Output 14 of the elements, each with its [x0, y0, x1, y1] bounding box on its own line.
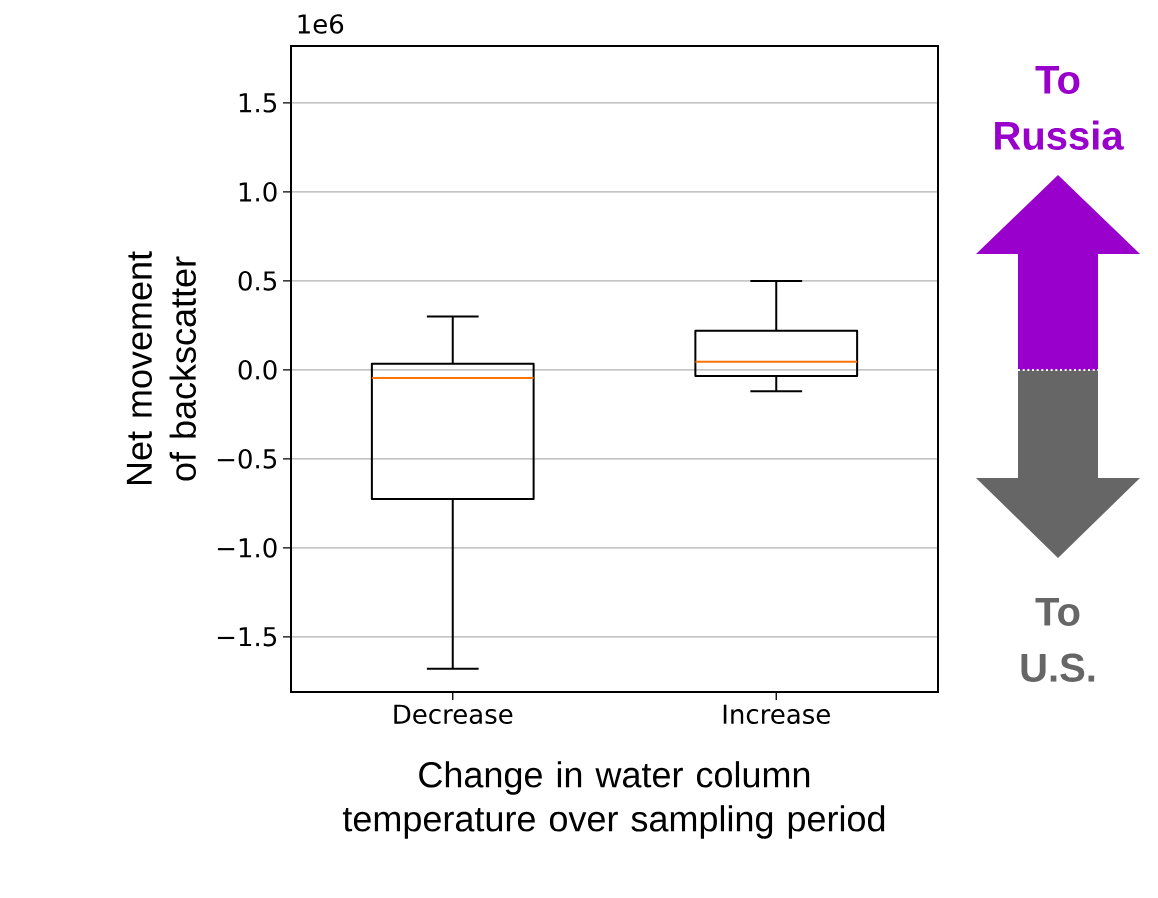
y-tick-label: 1.0 — [239, 182, 277, 202]
y-tick-label: −0.5 — [217, 449, 277, 469]
text: 1e6 — [298, 14, 344, 34]
x-tick-label: Increase — [723, 704, 830, 725]
x-tick-label: Decrease — [394, 704, 513, 725]
y-tick-label: 1.5 — [239, 93, 277, 113]
y-tick-label: −1.5 — [217, 627, 277, 647]
y-tick-label: 0.5 — [238, 271, 277, 291]
y-tick-label: 0.0 — [238, 360, 277, 380]
x-axis-title: Change in water column temperature over sampling period — [342, 761, 885, 839]
text: To Russia — [995, 66, 1124, 150]
y-axis-title: Net movement of backscatter — [126, 251, 197, 485]
text: To U.S. — [1021, 598, 1095, 682]
y-tick-label: −1.0 — [217, 538, 277, 558]
